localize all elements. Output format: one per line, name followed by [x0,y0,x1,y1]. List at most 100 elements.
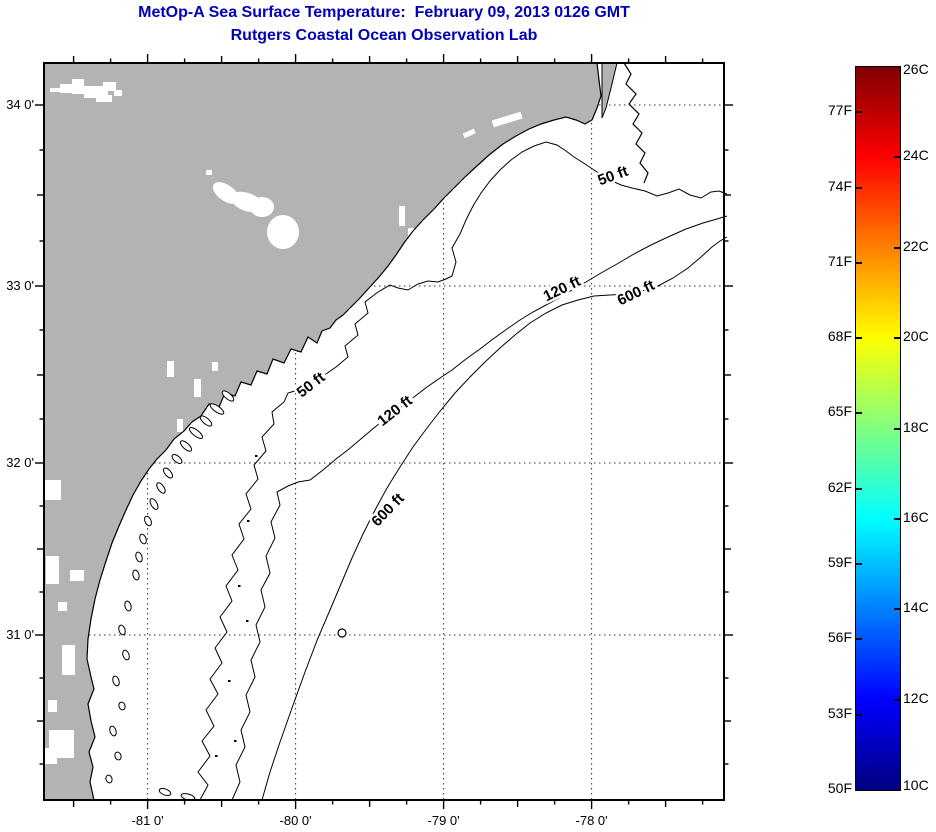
colorbar-tick-c [894,608,900,611]
coastline [86,62,602,801]
cloud-patch [194,379,201,397]
colorbar-fahrenheit-label: 74F [827,177,852,194]
contour-600ft [261,236,728,801]
land-mass [44,63,601,800]
colorbar-celsius-label: 16C [903,508,929,525]
small-island [139,533,147,545]
cloud-patch [212,362,218,371]
colorbar-celsius-label: 18C [903,418,929,435]
cloud-patch [60,84,80,93]
cloud-patch [62,645,75,675]
colorbar-tick-f [856,563,862,566]
small-island [105,774,113,784]
x-axis-tick-label: -78 0' [575,813,608,828]
y-axis-tick-label: 31 0' [6,627,34,642]
colorbar-tick-c [894,246,900,249]
cloud-patch [491,111,523,128]
small-island [124,600,132,612]
colorbar-tick-f [856,111,862,114]
colorbar-tick-f [856,337,862,340]
islet-speck [255,455,258,457]
cloud-patch [462,128,476,139]
contour-120ft [231,215,728,801]
small-island [135,551,143,563]
colorbar-celsius-label: 24C [903,147,929,164]
small-island [132,569,140,581]
x-axis-tick-label: -79 0' [427,813,460,828]
islet-speck [246,620,249,622]
small-island [179,440,193,452]
cloud-patch [400,250,408,263]
small-island [114,751,122,761]
cloud-patch [44,748,57,764]
colorbar-tick-c [894,337,900,340]
cloud-patch [45,480,61,500]
colorbar-fahrenheit-label: 71F [827,252,852,269]
colorbar-fahrenheit-label: 56F [827,629,852,646]
colorbar-tick-f [856,412,862,415]
small-island [199,415,213,427]
cloud-patch [96,95,112,102]
islet-speck [238,585,241,587]
colorbar-celsius-label: 26C [903,61,929,77]
y-axis-tick-label: 34 0' [6,97,34,112]
colorbar-tick-f [856,261,862,264]
cloud-patch [48,700,57,712]
colorbar-tick-f [856,487,862,490]
small-island [112,675,120,687]
small-island [188,427,204,439]
small-island [156,482,166,494]
cloud-patch [408,228,414,252]
colorbar [855,66,901,791]
islet-speck [247,520,250,522]
small-island [149,498,159,510]
colorbar-tick-c [894,698,900,701]
colorbar-tick-c [894,156,900,159]
plot-border [43,62,725,801]
station-marker [337,628,347,638]
cloud-patch [399,206,405,226]
colorbar-fahrenheit-label: 77F [827,102,852,119]
colorbar-tick-c [894,427,900,430]
islet-speck [215,755,218,757]
figure-subtitle: Rutgers Coastal Ocean Observation Lab [230,27,538,44]
small-island [118,701,126,711]
colorbar-fahrenheit-label: 59F [827,554,852,571]
cloud-patch [70,570,84,581]
cloud-patch [167,361,174,377]
islet-speck [228,680,231,682]
colorbar-celsius-label: 20C [903,328,929,345]
cloud-patch [72,79,84,94]
small-island [109,725,117,737]
cloud-patch [267,215,299,249]
colorbar-tick-f [856,638,862,641]
colorbar-fahrenheit-label: 62F [827,478,852,495]
colorbar-tick-c [894,517,900,520]
y-axis-tick-label: 32 0' [6,455,34,470]
colorbar-celsius-label: 22C [903,237,929,254]
small-island [221,390,235,402]
cloud-patch [177,419,183,432]
barrier-islands [623,62,649,184]
x-axis-tick-label: -81 0' [131,813,164,828]
contour-50ft [197,141,728,801]
colorbar-celsius-label: 14C [903,599,929,616]
cloud-patch [58,602,67,611]
colorbar-celsius-label: 12C [903,689,929,706]
colorbar-fahrenheit-label: 65F [827,403,852,420]
islet-speck [234,740,237,742]
small-island [122,649,130,661]
small-island [144,515,152,527]
y-axis-tick-label: 33 0' [6,278,34,293]
cloud-patch [114,90,122,96]
cloud-patch [250,197,274,217]
cloud-patch [206,170,212,175]
cloud-patch [50,88,62,92]
figure-title: MetOp-A Sea Surface Temperature: Februar… [138,4,630,21]
small-island [163,467,173,479]
colorbar-tick-f [856,713,862,716]
colorbar-fahrenheit-label: 50F [827,780,852,796]
colorbar-fahrenheit-label: 53F [827,704,852,721]
small-island [158,788,172,796]
